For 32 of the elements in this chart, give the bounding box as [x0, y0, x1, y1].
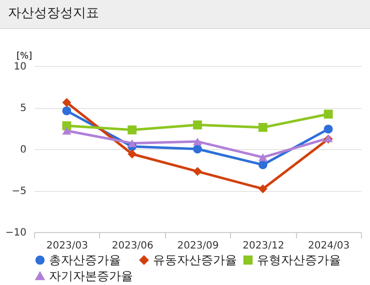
x-tick-label: 2024/03 [308, 240, 350, 252]
point [62, 98, 72, 107]
y-tick-label: −5 [12, 186, 26, 197]
point [128, 139, 137, 148]
point [258, 160, 268, 170]
point [128, 125, 137, 134]
point [193, 166, 202, 176]
point [193, 144, 202, 154]
point [128, 150, 137, 158]
legend-label: 자기자본증가율 [49, 269, 133, 283]
chart-title: 자산성장성지표 [0, 0, 370, 29]
x-tick-label: 2023/09 [177, 240, 219, 252]
x-tick-label: 2023/03 [46, 240, 88, 252]
point [258, 184, 268, 194]
point [193, 138, 202, 146]
x-tick-label: 2023/06 [112, 240, 154, 252]
y-tick-label: 5 [20, 103, 26, 114]
point [324, 110, 333, 119]
point [258, 153, 268, 162]
point [62, 106, 72, 116]
legend-label: 총자산증가율 [49, 253, 121, 268]
legend-label: 유동자산증가율 [153, 253, 237, 268]
x-tick-label: 2023/12 [242, 240, 284, 252]
point [258, 122, 268, 132]
y-tick-label: −10 [5, 228, 26, 238]
y-axis-title: [%] [16, 52, 32, 62]
point [62, 126, 72, 135]
point [193, 120, 202, 130]
legend-label: 유형자산증가율 [257, 253, 341, 268]
y-tick-label: 10 [14, 62, 26, 72]
point [324, 124, 333, 134]
y-tick-label: 0 [20, 144, 26, 156]
